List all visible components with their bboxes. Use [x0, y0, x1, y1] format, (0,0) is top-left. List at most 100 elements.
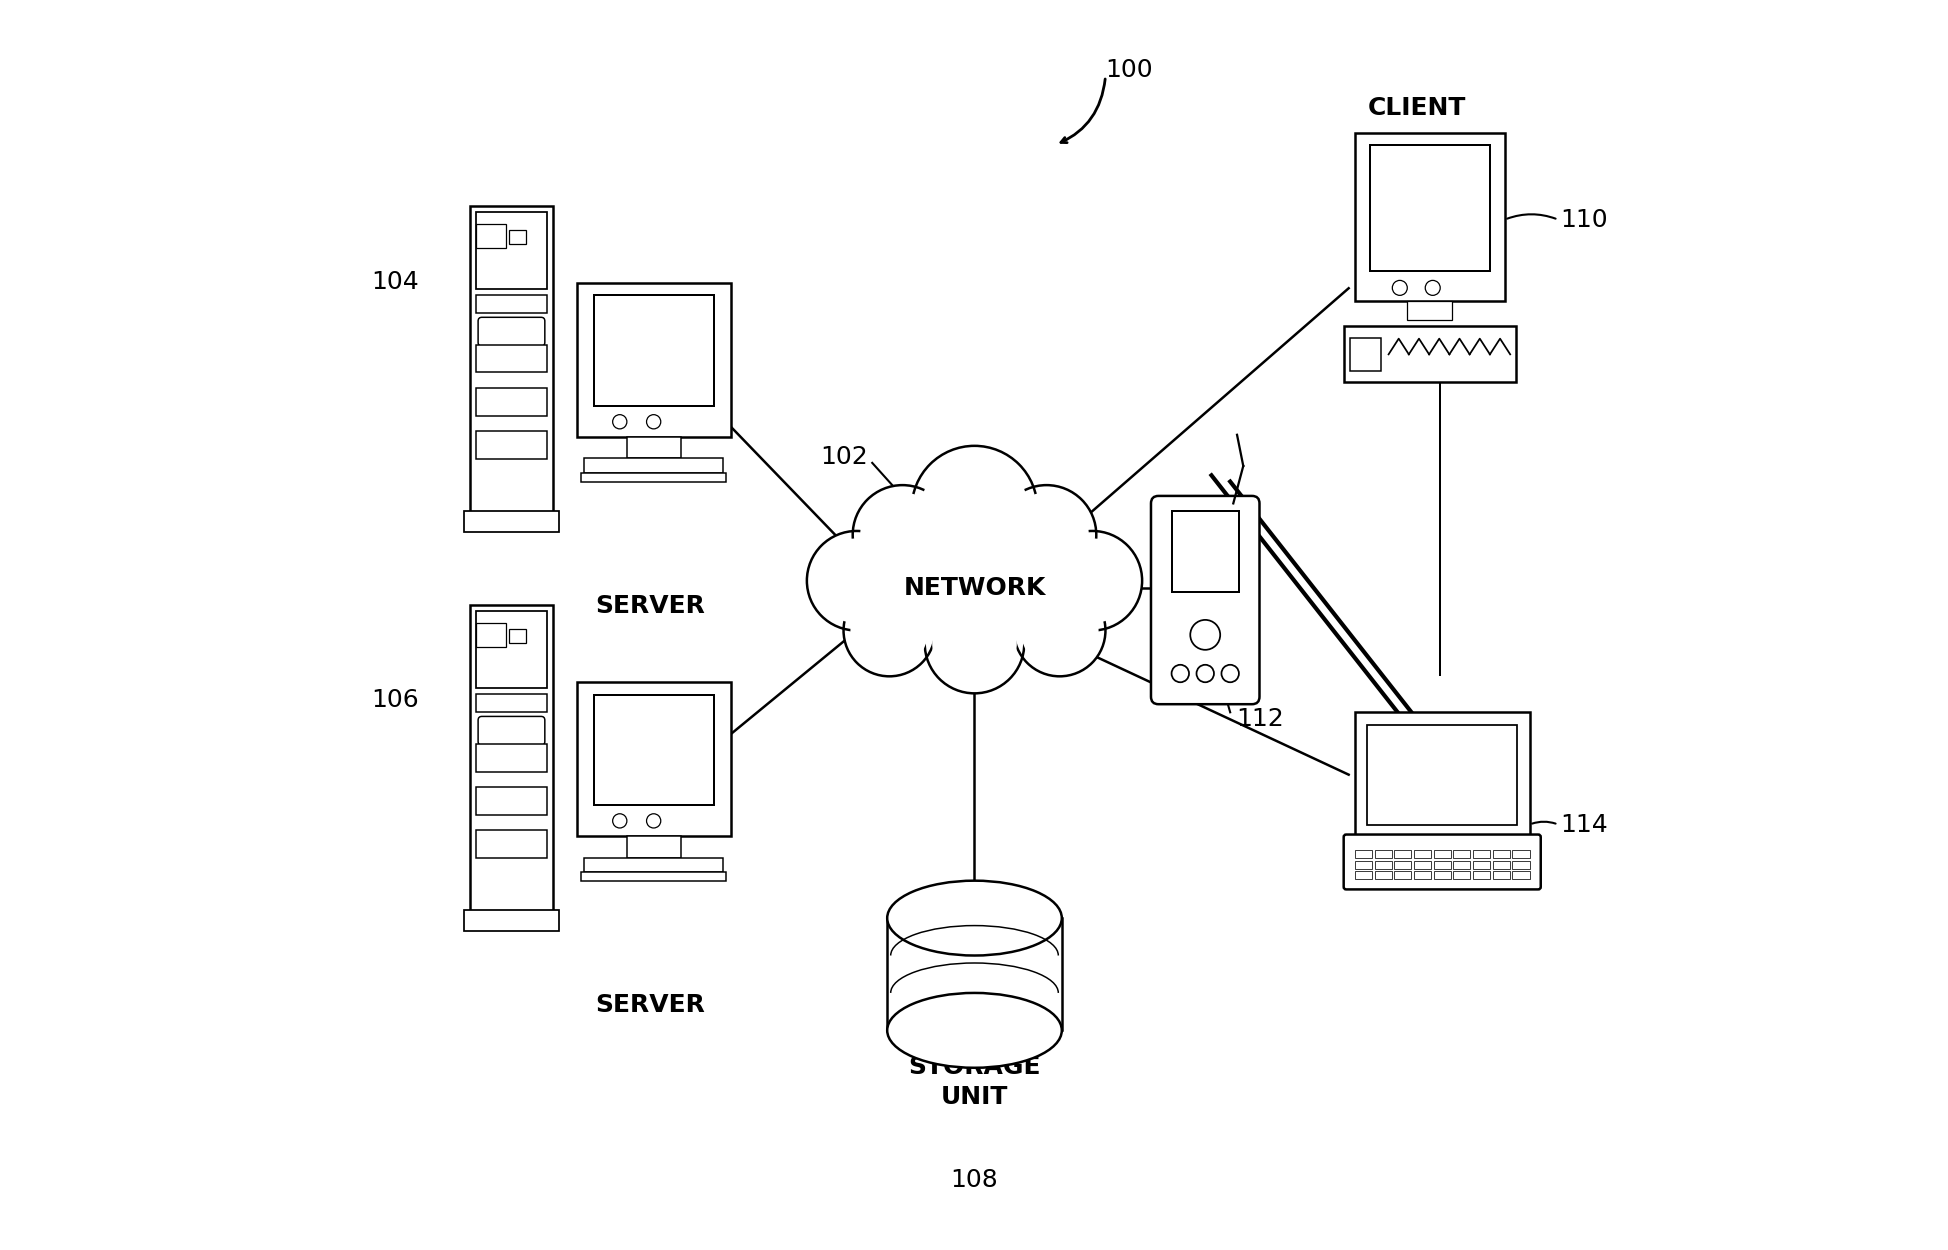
Bar: [1342, 326, 1516, 382]
Bar: [594, 695, 713, 805]
Ellipse shape: [863, 521, 1085, 640]
Circle shape: [814, 539, 898, 622]
Circle shape: [1050, 539, 1134, 622]
Ellipse shape: [886, 881, 1062, 955]
Bar: [475, 788, 547, 815]
Bar: [1492, 871, 1510, 880]
Bar: [1434, 860, 1449, 869]
Text: 110: 110: [1560, 208, 1607, 231]
Bar: [475, 213, 547, 289]
Text: 108: 108: [951, 1168, 997, 1191]
Bar: [475, 744, 547, 771]
Bar: [1473, 860, 1490, 869]
Bar: [1373, 850, 1391, 858]
Bar: [469, 206, 553, 514]
Bar: [1350, 338, 1379, 371]
Text: NETWORK: NETWORK: [902, 575, 1046, 600]
Bar: [1453, 860, 1469, 869]
Bar: [475, 622, 505, 646]
Circle shape: [1021, 591, 1099, 670]
Circle shape: [1171, 665, 1188, 682]
Circle shape: [1391, 280, 1406, 295]
Bar: [1412, 850, 1430, 858]
Bar: [475, 431, 547, 459]
Circle shape: [995, 485, 1095, 585]
FancyBboxPatch shape: [1151, 496, 1258, 704]
Bar: [475, 345, 547, 372]
FancyBboxPatch shape: [1342, 835, 1541, 890]
Bar: [594, 295, 713, 406]
Bar: [1434, 871, 1449, 880]
Text: 112: 112: [1235, 706, 1284, 730]
Bar: [1412, 871, 1430, 880]
Bar: [1406, 301, 1451, 320]
Bar: [584, 858, 723, 871]
Bar: [508, 629, 526, 644]
Circle shape: [1042, 531, 1142, 630]
Circle shape: [612, 415, 627, 429]
Bar: [1412, 860, 1430, 869]
Circle shape: [1424, 280, 1440, 295]
Text: SERVER: SERVER: [594, 992, 705, 1017]
Bar: [1373, 871, 1391, 880]
FancyBboxPatch shape: [477, 716, 545, 745]
Bar: [1171, 511, 1239, 592]
Text: 102: 102: [820, 445, 869, 469]
Circle shape: [843, 585, 935, 676]
Circle shape: [647, 415, 660, 429]
Bar: [1453, 850, 1469, 858]
Bar: [581, 871, 727, 881]
Circle shape: [612, 814, 627, 828]
Bar: [475, 224, 505, 248]
Bar: [1492, 850, 1510, 858]
Bar: [1354, 860, 1371, 869]
Bar: [475, 694, 547, 711]
Bar: [1367, 725, 1516, 825]
Bar: [475, 830, 547, 858]
Bar: [1393, 850, 1410, 858]
Bar: [1434, 850, 1449, 858]
Bar: [1369, 145, 1488, 271]
Ellipse shape: [886, 992, 1062, 1068]
Circle shape: [1221, 665, 1239, 682]
Text: STORAGE
UNIT: STORAGE UNIT: [908, 1055, 1040, 1109]
Circle shape: [921, 455, 1027, 562]
Bar: [464, 910, 559, 931]
Bar: [1473, 871, 1490, 880]
Bar: [1373, 860, 1391, 869]
Circle shape: [853, 485, 953, 585]
Circle shape: [1196, 665, 1214, 682]
Text: 100: 100: [1105, 58, 1153, 82]
Text: 106: 106: [372, 688, 419, 711]
Bar: [1354, 871, 1371, 880]
Circle shape: [1190, 620, 1219, 650]
Circle shape: [923, 594, 1025, 694]
Circle shape: [859, 492, 945, 578]
Ellipse shape: [877, 529, 1071, 646]
Circle shape: [1003, 492, 1089, 578]
Bar: [581, 472, 727, 482]
Bar: [627, 836, 680, 858]
Bar: [1393, 860, 1410, 869]
Bar: [577, 284, 730, 438]
Bar: [1512, 871, 1529, 880]
Text: SERVER: SERVER: [594, 594, 705, 618]
Bar: [475, 611, 547, 689]
Bar: [508, 230, 526, 244]
Bar: [584, 459, 723, 472]
Circle shape: [806, 531, 906, 630]
Text: 114: 114: [1560, 812, 1607, 836]
Bar: [1354, 712, 1529, 838]
Text: 104: 104: [372, 270, 419, 294]
Circle shape: [1013, 585, 1105, 676]
Circle shape: [647, 814, 660, 828]
Bar: [1512, 860, 1529, 869]
Circle shape: [931, 601, 1017, 686]
Text: CLIENT: CLIENT: [1367, 96, 1465, 120]
Bar: [475, 295, 547, 312]
Bar: [1453, 871, 1469, 880]
Bar: [1492, 860, 1510, 869]
Bar: [1473, 850, 1490, 858]
Bar: [1512, 850, 1529, 858]
Circle shape: [912, 446, 1036, 571]
